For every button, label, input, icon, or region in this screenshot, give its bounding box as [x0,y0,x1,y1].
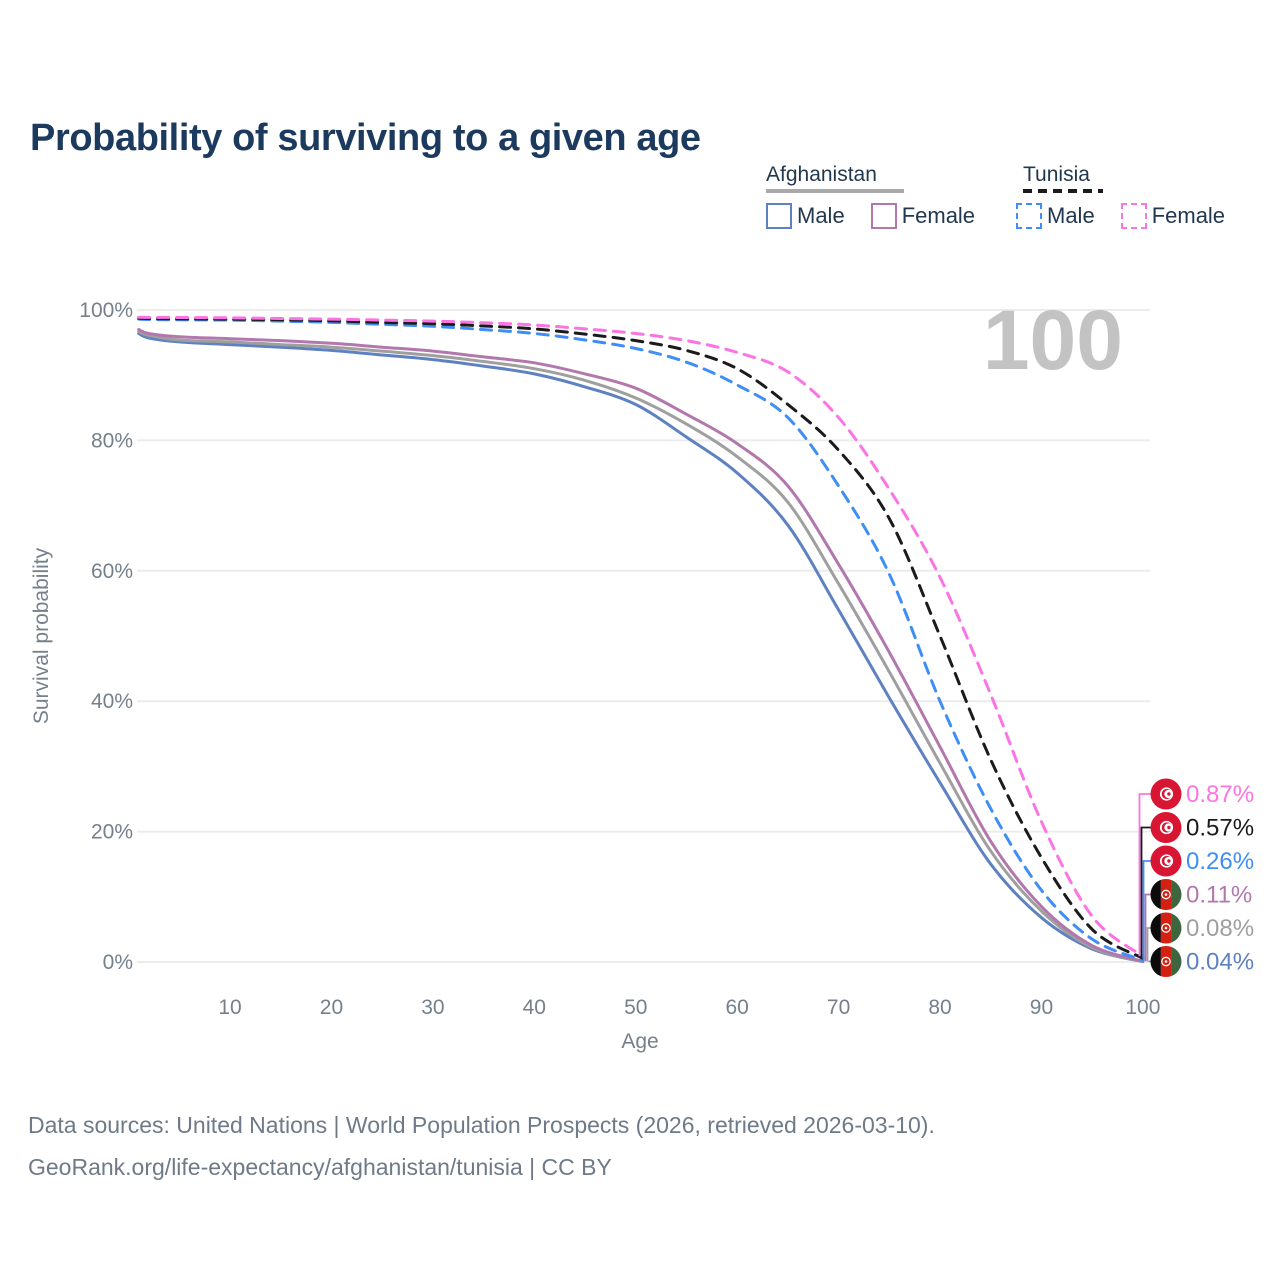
flag-emblem [1167,792,1171,796]
x-axis-ticks: 10 20 30 40 50 60 70 80 90 100 [218,996,1160,1019]
flag-emblem [1167,859,1171,863]
legend-swatch-tunisia-male [1016,203,1042,229]
x-tick-label: 60 [726,996,749,1019]
legend-item-afghanistan-male[interactable]: Male [766,203,845,229]
legend-swatch-tunisia-female [1120,203,1147,229]
footer-url-line: GeoRank.org/life-expectancy/afghanistan/… [28,1154,612,1180]
legend-group-tunisia: Tunisia [1023,163,1090,186]
connector-tunisia-female [1138,793,1152,957]
legend-row-afghanistan: Male Female [766,203,975,229]
flag-emblem [1161,956,1171,967]
end-labels: 0.87% 0.57% 0.26% 0.11% 0.08% 0.04% [1186,781,1254,976]
tunisia-flag [1150,778,1182,810]
footer: Data sources: United Nations | World Pop… [28,1104,935,1188]
y-tick-label: 40% [91,690,133,713]
x-tick-label: 50 [624,996,647,1019]
line-afghanistan-female [137,328,1145,963]
legend-swatch-afghanistan-female [870,203,897,229]
y-tick-label: 60% [91,560,133,583]
flag-emblem [1161,923,1171,933]
afghanistan-flag-icon [1150,946,1182,977]
x-tick-label: 80 [928,996,951,1019]
x-tick-label: 100 [1125,996,1160,1019]
end-label-tunisia-female: 0.87% [1186,781,1254,808]
y-tick-label: 0% [103,951,133,974]
legend-item-afghanistan-female[interactable]: Female [870,203,976,229]
footer-source-line: Data sources: United Nations | World Pop… [28,1112,935,1138]
flag-emblem [1161,889,1171,900]
flag-emblem [1164,893,1168,896]
afghanistan-flag-icon [1150,912,1182,944]
connector-tunisia-all [1140,826,1152,959]
end-label-tunisia-male: 0.26% [1186,848,1254,875]
y-tick-label: 20% [91,821,133,844]
x-tick-label: 90 [1030,996,1053,1019]
flag-emblem [1167,825,1171,830]
connector-afghanistan-all [1146,927,1152,962]
line-afghanistan-all [137,330,1145,963]
line-tunisia-all [137,316,1145,960]
afghanistan-flag [1150,912,1182,944]
flag-emblem [1164,960,1168,963]
legend-row-tunisia: Male Female [1016,203,1225,229]
afghanistan-flag [1150,946,1182,977]
end-label-afghanistan-female: 0.11% [1186,882,1252,909]
x-axis-title: Age [621,1030,658,1053]
x-tick-label: 20 [320,996,343,1019]
end-label-connectors [1138,793,1152,963]
y-axis-ticks: 0% 20% 40% 60% 80% 100% [79,299,133,974]
legend-group-afghanistan: Afghanistan [766,163,877,186]
legend-item-tunisia-male[interactable]: Male [1016,203,1095,229]
afghanistan-flag-icon [1150,879,1182,910]
x-tick-label: 10 [218,996,241,1019]
legend-underline-tunisia [1023,189,1103,193]
legend-label: Male [1047,203,1095,228]
connector-tunisia-male [1142,860,1152,961]
y-tick-label: 80% [91,429,133,452]
connector-afghanistan-female [1144,893,1152,962]
end-label-afghanistan-all: 0.08% [1186,915,1254,942]
legend-underline-afghanistan [766,189,904,193]
afghanistan-flag [1150,879,1182,910]
flag-icons [1150,778,1182,977]
x-tick-label: 70 [827,996,850,1019]
y-tick-label: 100% [79,299,133,322]
line-tunisia-female [137,315,1145,958]
gridlines [137,309,1150,963]
x-tick-label: 40 [523,996,546,1019]
legend-swatch-afghanistan-male [766,203,792,229]
tunisia-flag [1150,812,1182,843]
survival-curves [137,315,1145,964]
x-tick-label: 30 [421,996,444,1019]
legend-label: Male [797,203,845,228]
tunisia-flag [1150,845,1182,877]
legend-label: Female [901,203,976,228]
age-watermark: 100 [983,293,1123,387]
legend-item-tunisia-female[interactable]: Female [1120,203,1226,229]
line-afghanistan-male [137,332,1145,964]
page-title: Probability of surviving to a given age [30,117,701,160]
flag-emblem [1164,926,1168,930]
end-label-tunisia-all: 0.57% [1186,815,1254,842]
y-axis-title: Survival probability [30,547,53,724]
end-label-afghanistan-male: 0.04% [1186,949,1254,976]
legend-label: Female [1151,203,1226,228]
